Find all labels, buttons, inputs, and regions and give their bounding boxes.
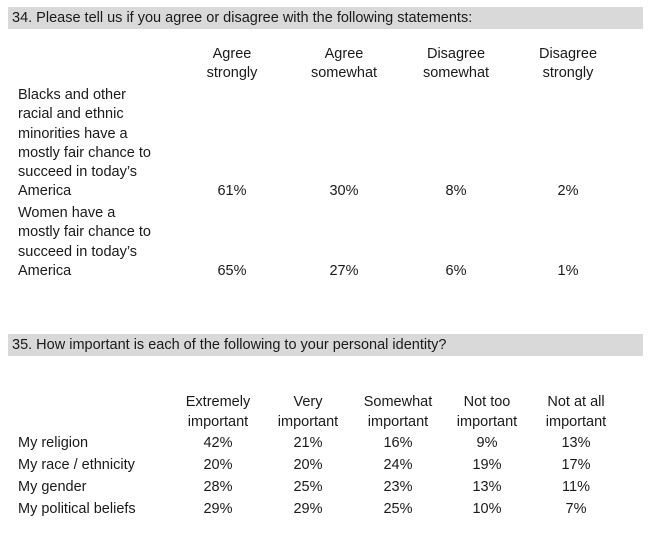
q35-race-somewhat-value: 24% — [383, 457, 413, 473]
q34-row1-agree-strongly-value: 61% — [217, 183, 247, 199]
q34-row2-agree-somewhat-value: 27% — [329, 263, 359, 279]
q35-col-header-very-important: Very important — [277, 394, 339, 430]
q35-gender-somewhat-value: 23% — [383, 479, 413, 495]
q34-col-header-agree-somewhat: Agree somewhat — [310, 46, 378, 81]
q35-col-header-somewhat-important: Somewhat important — [363, 394, 433, 430]
q34-col-header-disagree-strongly: Disagree strongly — [538, 46, 598, 81]
q35-row-label-race-ethnicity: My race / ethnicity — [18, 457, 135, 473]
q35-gender-not-too-value: 13% — [472, 479, 502, 495]
q35-political-not-at-all-value: 7% — [565, 501, 587, 517]
q34-row1-agree-somewhat-value: 30% — [329, 183, 359, 199]
q35-row-label-gender: My gender — [18, 479, 87, 495]
q35-race-not-at-all-value: 17% — [561, 457, 591, 473]
q35-political-not-too-value: 10% — [472, 501, 502, 517]
q34-row2-disagree-strongly-value: 1% — [557, 263, 579, 279]
q35-political-very-value: 29% — [293, 501, 323, 517]
q35-political-extremely-value: 29% — [203, 501, 233, 517]
q34-row2-disagree-somewhat-value: 6% — [445, 263, 467, 279]
q35-gender-very-value: 25% — [293, 479, 323, 495]
q35-religion-very-value: 21% — [293, 435, 323, 451]
q34-row1-disagree-strongly-value: 2% — [557, 183, 579, 199]
q35-political-somewhat-value: 25% — [383, 501, 413, 517]
q35-religion-not-too-value: 9% — [476, 435, 498, 451]
q35-col-header-not-at-all-important: Not at all important — [545, 394, 607, 430]
q34-col-header-disagree-somewhat: Disagree somewhat — [422, 46, 490, 81]
q34-row2-agree-strongly-value: 65% — [217, 263, 247, 279]
q35-religion-not-at-all-value: 13% — [561, 435, 591, 451]
question-35-title: 35. How important is each of the followi… — [8, 334, 643, 356]
q35-row-label-political-beliefs: My political beliefs — [18, 501, 136, 517]
q34-row1-disagree-somewhat-value: 8% — [445, 183, 467, 199]
question-34-title: 34. Please tell us if you agree or disag… — [8, 7, 643, 29]
q35-gender-extremely-value: 28% — [203, 479, 233, 495]
q35-row-label-religion: My religion — [18, 435, 89, 451]
q35-religion-somewhat-value: 16% — [383, 435, 413, 451]
q34-row-label-women: Women have a mostly fair chance to succe… — [18, 205, 151, 279]
q35-col-header-not-too-important: Not too important — [456, 394, 518, 430]
q35-col-header-extremely-important: Extremely important — [185, 394, 251, 430]
q35-race-not-too-value: 19% — [472, 457, 502, 473]
q35-gender-not-at-all-value: 11% — [562, 479, 590, 495]
q34-col-header-agree-strongly: Agree strongly — [206, 46, 258, 81]
q35-religion-extremely-value: 42% — [203, 435, 233, 451]
q34-row-label-minorities: Blacks and other racial and ethnic minor… — [18, 87, 151, 200]
q35-race-extremely-value: 20% — [203, 457, 233, 473]
q35-race-very-value: 20% — [293, 457, 323, 473]
